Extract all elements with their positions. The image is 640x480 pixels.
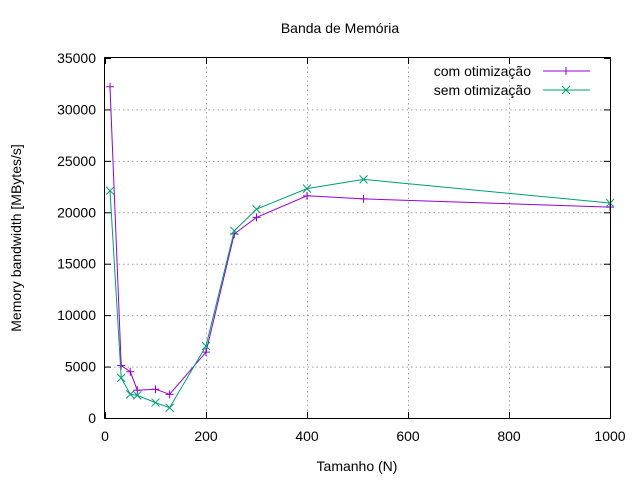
x-tick-label: 200 xyxy=(194,428,218,444)
series-line xyxy=(109,86,611,395)
series-1 xyxy=(106,82,614,399)
x-tick-label: 1000 xyxy=(594,428,625,444)
series-2 xyxy=(105,175,615,413)
data-point xyxy=(106,82,115,91)
data-point xyxy=(151,398,160,407)
y-tick-label: 5000 xyxy=(65,359,96,375)
x-tick-label: 600 xyxy=(396,428,420,444)
data-point xyxy=(105,186,115,196)
chart-title: Banda de Memória xyxy=(281,20,400,36)
series-lines xyxy=(105,82,615,413)
legend-label: com otimização xyxy=(434,63,531,79)
data-point xyxy=(116,373,126,383)
data-point xyxy=(117,361,126,370)
data-point xyxy=(132,391,142,400)
data-point xyxy=(359,175,368,184)
legend-marker xyxy=(561,85,571,95)
series-line xyxy=(109,178,611,409)
y-tick-label: 25000 xyxy=(57,153,96,169)
axis-ticks: 0 200 400 600 800 100005000100001500020000250… xyxy=(57,50,626,444)
legend-marker xyxy=(562,67,570,75)
data-point xyxy=(252,213,261,222)
y-tick-label: 0 xyxy=(88,410,96,426)
y-tick-label: 30000 xyxy=(57,101,96,117)
data-point xyxy=(133,386,142,395)
grid-lines xyxy=(105,58,610,418)
data-point xyxy=(229,226,239,236)
y-tick-label: 15000 xyxy=(57,256,96,272)
x-tick-label: 400 xyxy=(295,428,319,444)
legend-label: sem otimização xyxy=(434,82,531,98)
data-point xyxy=(359,194,368,203)
data-point xyxy=(303,191,311,200)
data-point xyxy=(125,389,135,399)
y-tick-label: 35000 xyxy=(57,50,96,66)
data-point xyxy=(126,367,135,376)
x-tick-label: 0 xyxy=(101,428,109,444)
data-point xyxy=(302,184,312,193)
data-point xyxy=(252,204,261,214)
x-axis-label: Tamanho (N) xyxy=(317,458,398,474)
data-point xyxy=(151,385,160,394)
data-point xyxy=(165,390,174,399)
y-tick-label: 20000 xyxy=(57,204,96,220)
data-point xyxy=(165,403,174,413)
data-point xyxy=(201,341,211,351)
y-axis-label: Memory bandwidth [MBytes/s] xyxy=(8,144,24,332)
y-tick-label: 10000 xyxy=(57,307,96,323)
data-point xyxy=(202,348,210,357)
legend: com otimização sem otimização xyxy=(434,63,590,98)
plot-frame xyxy=(104,57,611,419)
x-tick-label: 800 xyxy=(497,428,521,444)
